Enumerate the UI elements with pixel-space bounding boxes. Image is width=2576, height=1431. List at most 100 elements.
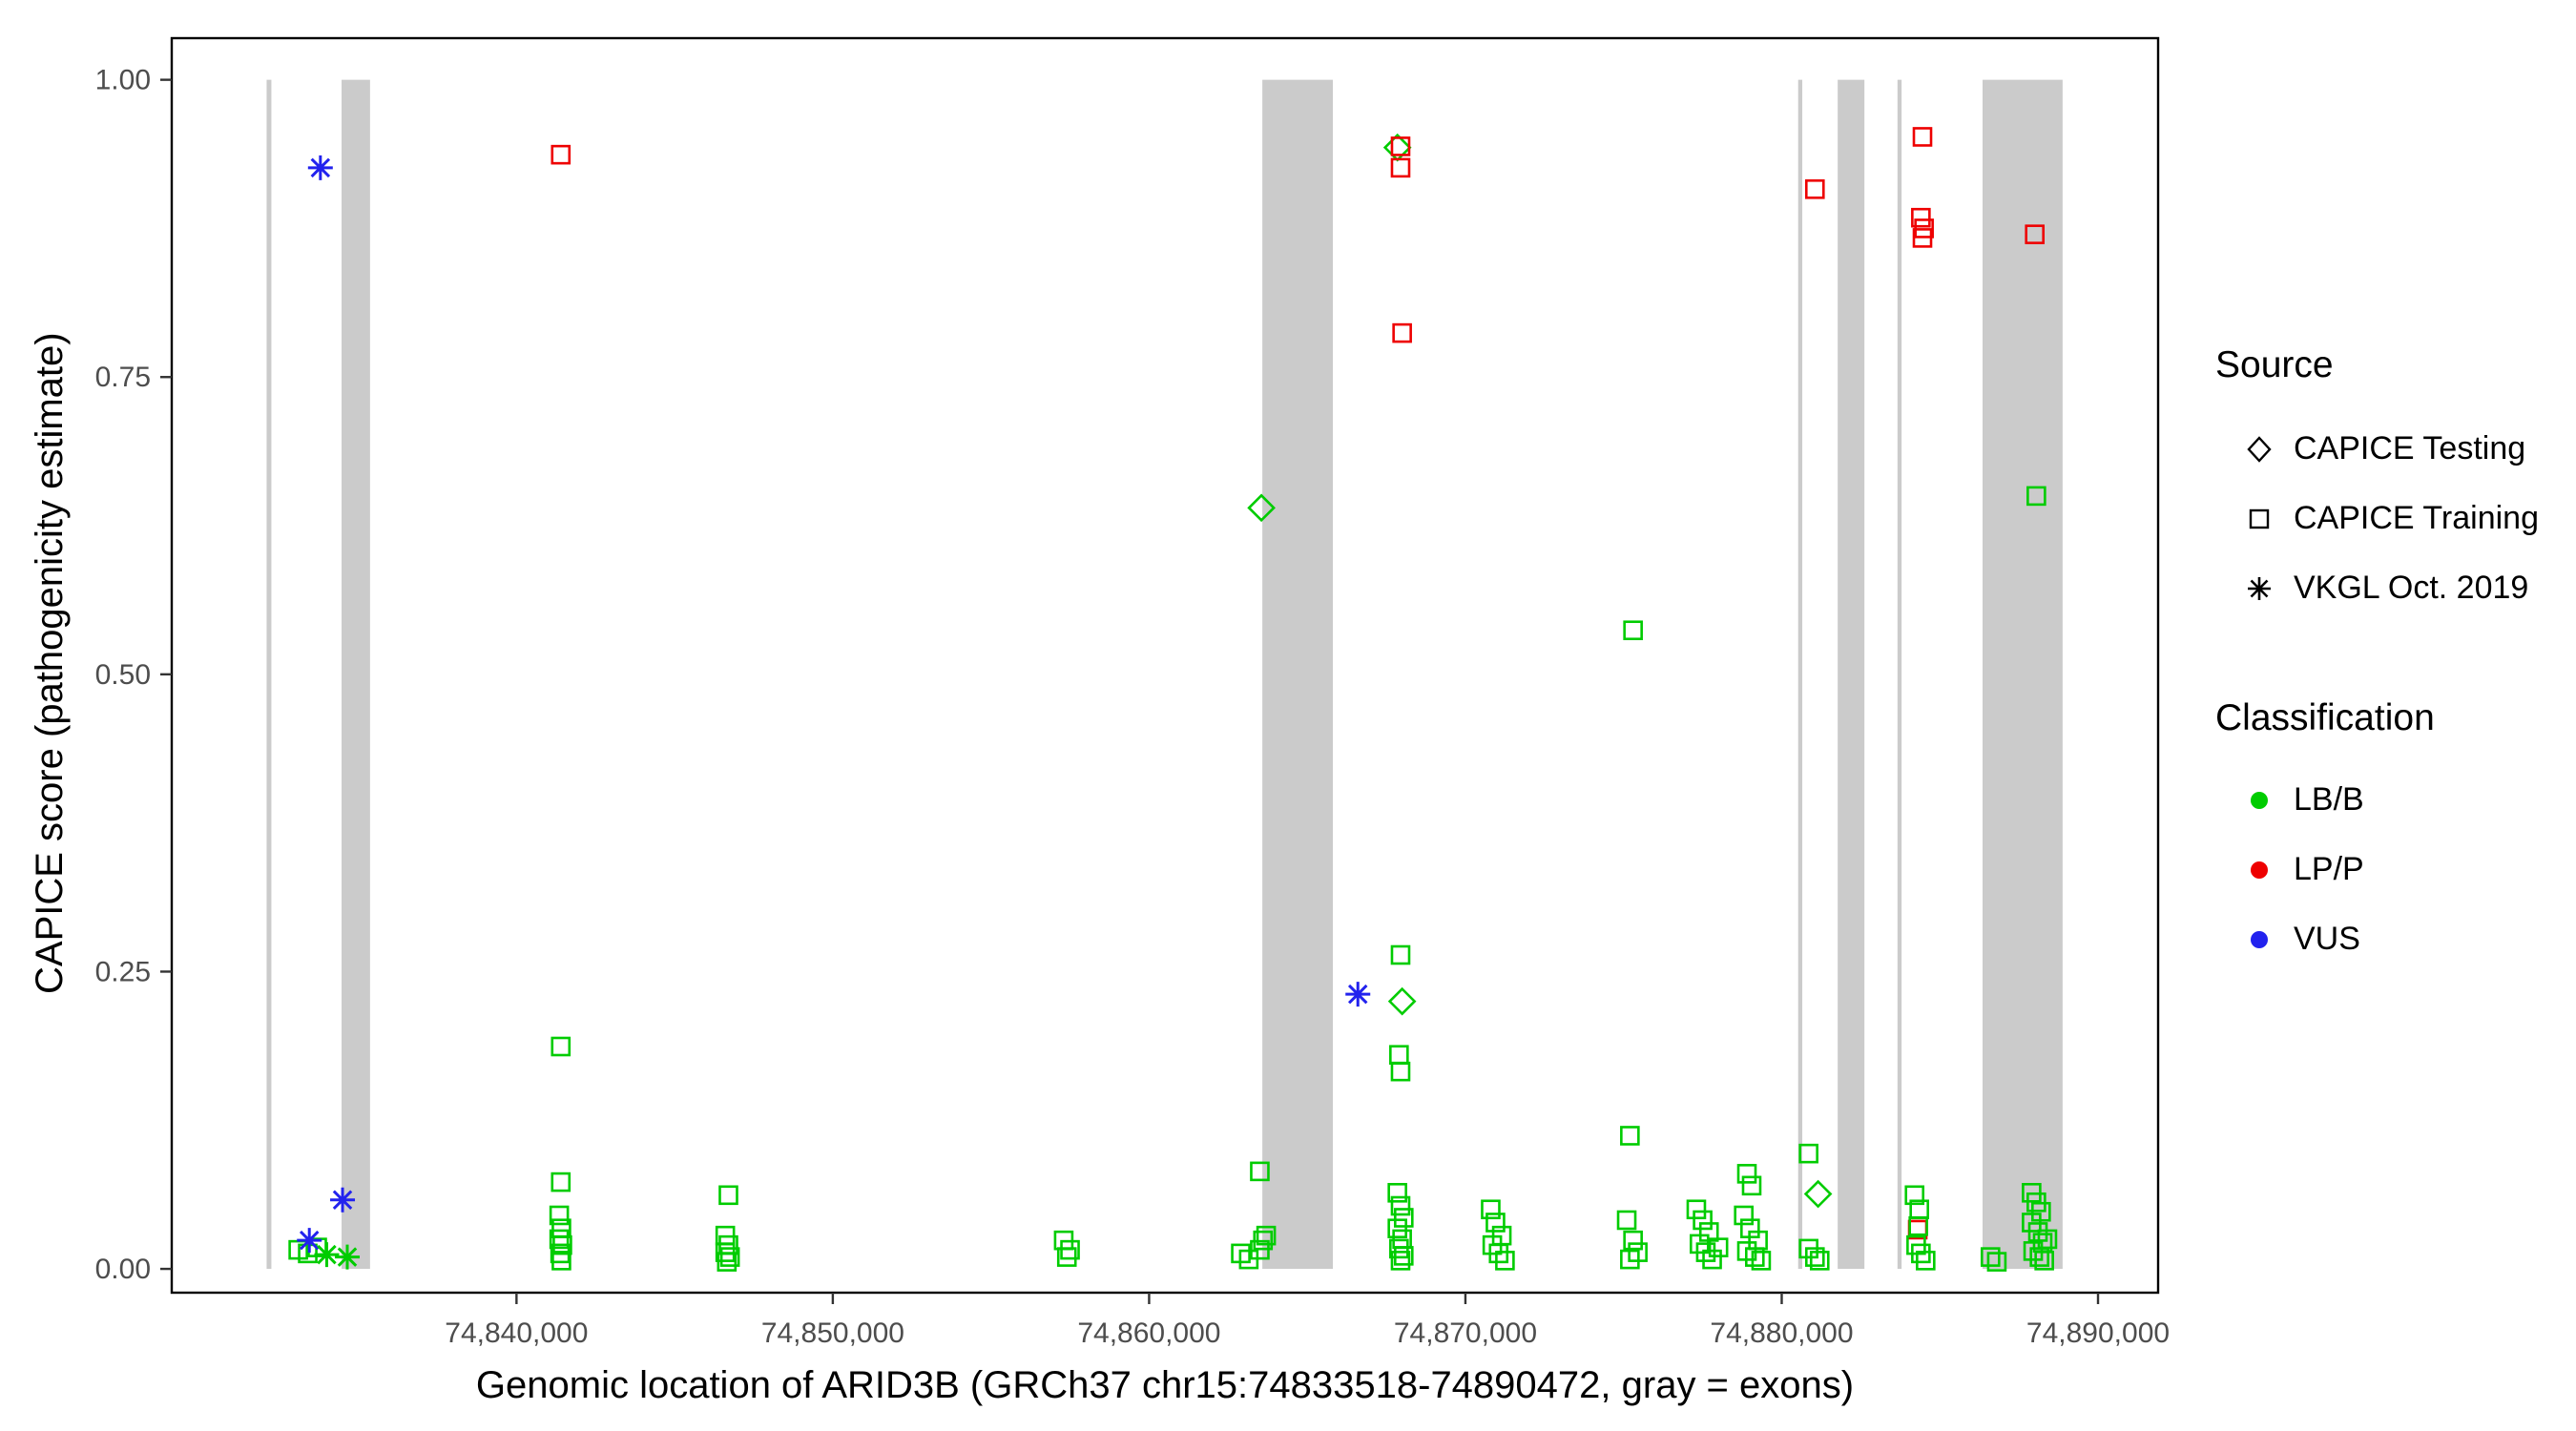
point-square: [551, 144, 571, 165]
x-tick-label: 74,880,000: [1710, 1317, 1853, 1349]
point-square: [1623, 620, 1643, 641]
legend-label-capice-training: CAPICE Training: [2294, 500, 2539, 536]
panel-border: [170, 36, 2160, 1295]
point-square: [1390, 157, 1411, 178]
point-square: [551, 1172, 571, 1192]
y-tick-label: 1.00: [95, 65, 151, 96]
point-square: [1708, 1237, 1729, 1257]
legend-item-capice-testing: CAPICE Testing: [2240, 414, 2559, 484]
y-tick-label: 0.75: [95, 362, 151, 393]
point-square: [1256, 1225, 1277, 1246]
exon-band: [266, 79, 272, 1270]
point-square: [1745, 1247, 1765, 1267]
point-square: [1253, 1230, 1274, 1251]
point-square: [1623, 1230, 1643, 1251]
point-asterisk: [307, 155, 333, 180]
legend-group-classification: Classification LB/B LP/P: [2215, 696, 2559, 974]
point-square: [551, 1251, 571, 1271]
point-square: [551, 1036, 571, 1057]
diamond-icon: [2240, 430, 2278, 468]
point-diamond: [1387, 986, 1417, 1016]
point-square: [717, 1252, 737, 1272]
legend-classification-title: Classification: [2215, 697, 2435, 738]
x-axis-title: Genomic location of ARID3B (GRCh37 chr15…: [475, 1364, 1855, 1406]
point-square: [1390, 944, 1411, 965]
square-icon: [2240, 500, 2278, 538]
exon-band: [1897, 79, 1902, 1270]
point-asterisk: [297, 1228, 322, 1254]
point-asterisk: [1345, 982, 1371, 1007]
point-square: [1695, 1242, 1716, 1262]
legend-source-title: Source: [2215, 344, 2334, 385]
point-square: [1804, 178, 1825, 199]
point-square: [1798, 1143, 1818, 1164]
y-axis-title: CAPICE score (pathogenicity estimate): [29, 332, 71, 994]
legend-item-lbb: LB/B: [2240, 765, 2559, 835]
point-square: [1389, 1238, 1409, 1259]
y-tick-label: 0.00: [95, 1254, 151, 1285]
legend-item-lpp: LP/P: [2240, 835, 2559, 904]
point-square: [1390, 136, 1411, 156]
point-square: [1390, 1195, 1411, 1216]
point-square: [1389, 1045, 1409, 1066]
point-square: [1908, 1215, 1929, 1236]
x-tick-label: 74,890,000: [2026, 1317, 2170, 1349]
point-square: [1911, 1243, 1931, 1264]
y-tick-label: 0.50: [95, 659, 151, 691]
green-dot-icon: [2240, 781, 2278, 819]
x-tick-label: 74,870,000: [1394, 1317, 1537, 1349]
point-square: [1390, 1061, 1411, 1082]
point-square: [1387, 1218, 1407, 1238]
point-square: [1394, 1246, 1414, 1266]
asterisk-icon: [2240, 570, 2278, 608]
point-square: [1904, 1185, 1925, 1206]
point-square: [1392, 322, 1412, 343]
legend-item-vkgl: VKGL Oct. 2019: [2240, 553, 2559, 623]
red-dot-icon: [2240, 851, 2278, 889]
point-square: [1390, 1251, 1411, 1271]
point-square: [1250, 1161, 1270, 1182]
exon-band: [1838, 79, 1865, 1270]
point-diamond: [1247, 493, 1276, 523]
blue-dot-icon: [2240, 921, 2278, 959]
point-square: [1686, 1199, 1707, 1220]
point-square: [1809, 1251, 1830, 1271]
point-square: [1980, 1247, 2001, 1267]
point-square: [1741, 1175, 1762, 1196]
exon-band: [1262, 79, 1334, 1270]
point-square: [1702, 1249, 1722, 1270]
y-tick-label: 0.25: [95, 956, 151, 987]
point-square: [1060, 1239, 1080, 1260]
point-square: [1751, 1251, 1772, 1271]
point-square: [1736, 1164, 1757, 1184]
point-square: [1693, 1210, 1713, 1231]
point-square: [1916, 1251, 1936, 1271]
legend-label-lpp: LP/P: [2294, 851, 2364, 887]
point-diamond: [1803, 1179, 1833, 1209]
point-square: [718, 1185, 738, 1206]
point-square: [1911, 207, 1931, 228]
point-square: [1394, 1208, 1414, 1228]
legend-label-vkgl: VKGL Oct. 2019: [2294, 570, 2529, 606]
point-square: [1620, 1126, 1640, 1146]
x-tick-label: 74,840,000: [445, 1317, 588, 1349]
point-square: [2037, 1229, 2058, 1250]
point-square: [719, 1247, 740, 1267]
point-square: [1495, 1251, 1515, 1271]
legend: Source CAPICE Testing CAPICE Training: [2215, 343, 2559, 974]
point-asterisk: [314, 1242, 340, 1268]
point-square: [2026, 486, 2046, 507]
point-square: [1620, 1249, 1640, 1270]
x-tick-label: 74,860,000: [1077, 1317, 1220, 1349]
legend-group-source: Source CAPICE Testing CAPICE Training: [2215, 343, 2559, 623]
exon-band: [1983, 79, 2063, 1270]
point-square: [1488, 1243, 1509, 1264]
point-square: [549, 1229, 570, 1250]
point-square: [1387, 1182, 1407, 1203]
point-square: [1481, 1199, 1501, 1220]
point-square: [1734, 1205, 1754, 1226]
point-square: [2025, 224, 2046, 244]
point-asterisk: [330, 1187, 356, 1213]
point-square: [1485, 1213, 1506, 1233]
x-tick-label: 74,850,000: [761, 1317, 904, 1349]
